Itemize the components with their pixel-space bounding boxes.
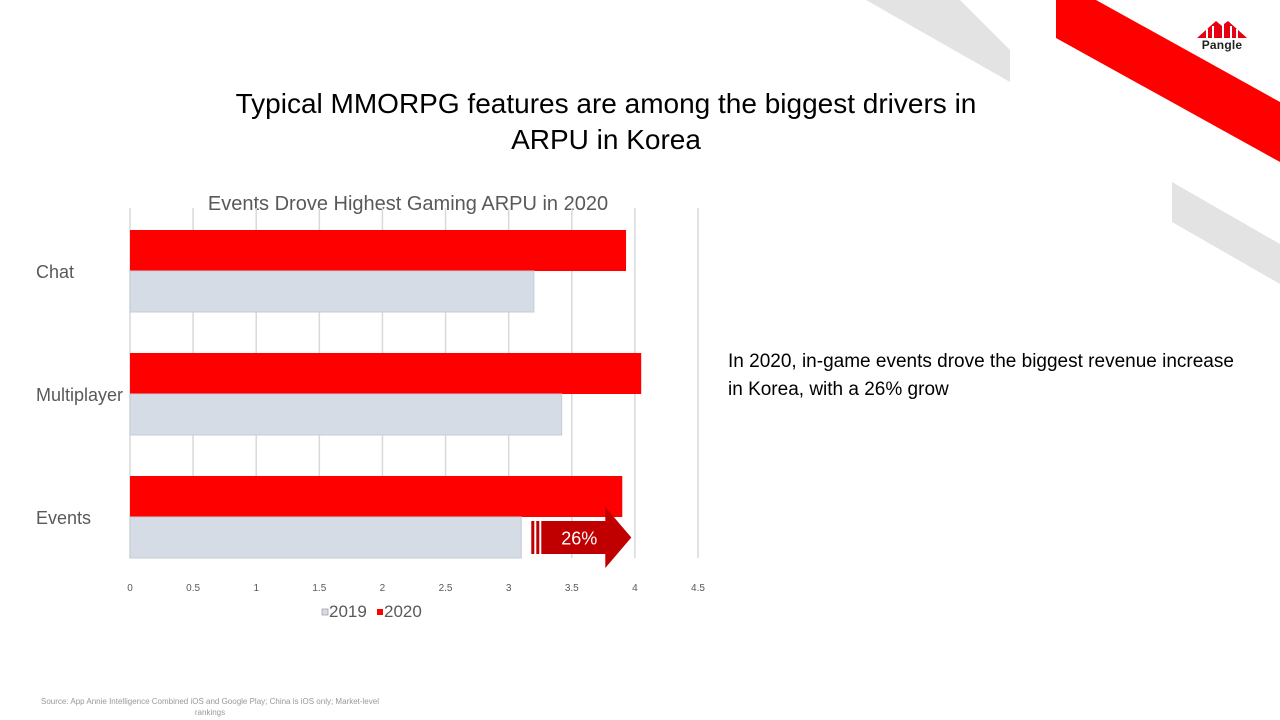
bar-2019-events: [129, 516, 522, 559]
x-tick-label: 0.5: [186, 583, 200, 594]
legend-swatch-2020: [377, 609, 383, 615]
arpu-bar-chart: Events Drove Highest Gaming ARPU in 2020…: [36, 193, 705, 621]
x-tick-label: 3.5: [565, 583, 579, 594]
bar-2019-chat: [129, 270, 535, 313]
x-tick-label: 1.5: [312, 583, 326, 594]
x-tick-label: 0: [127, 583, 133, 594]
category-label: Events: [36, 508, 91, 528]
source-note: Source: App Annie Intelligence Combined …: [41, 697, 379, 717]
pangle-logo-mark: [1197, 21, 1247, 38]
x-tick-label: 2: [380, 583, 386, 594]
bar-2020-events: [130, 476, 623, 517]
pangle-logo: Pangle: [1194, 18, 1250, 58]
chart-title: Events Drove Highest Gaming ARPU in 2020: [208, 193, 608, 215]
x-tick-label: 4.5: [691, 583, 705, 594]
slide-title: Typical MMORPG features are among the bi…: [235, 88, 977, 155]
category-label: Chat: [36, 262, 74, 282]
growth-arrow-tick-1: [531, 521, 535, 554]
bar-2019-multiplayer: [129, 393, 563, 436]
insight-text: In 2020, in-game events drove the bigges…: [728, 351, 1234, 400]
x-tick-label: 4: [632, 583, 638, 594]
legend-label-2020: 2020: [384, 602, 422, 621]
bar-2020-multiplayer: [130, 353, 642, 394]
bar-2020-chat: [130, 230, 627, 271]
deco-gray-stripe-right: [1172, 182, 1280, 284]
legend-swatch-2019: [321, 608, 329, 616]
category-label: Multiplayer: [36, 385, 123, 405]
deco-red-stripe: [1056, 0, 1280, 162]
deco-gray-stripe-top: [866, 0, 1010, 82]
legend-label-2019: 2019: [329, 602, 367, 621]
growth-annotation-label: 26%: [561, 529, 597, 549]
x-tick-label: 1: [253, 583, 259, 594]
x-tick-label: 2.5: [439, 583, 453, 594]
growth-arrow-icon: [541, 507, 632, 568]
growth-arrow-tick-2: [536, 521, 540, 554]
x-tick-label: 3: [506, 583, 512, 594]
